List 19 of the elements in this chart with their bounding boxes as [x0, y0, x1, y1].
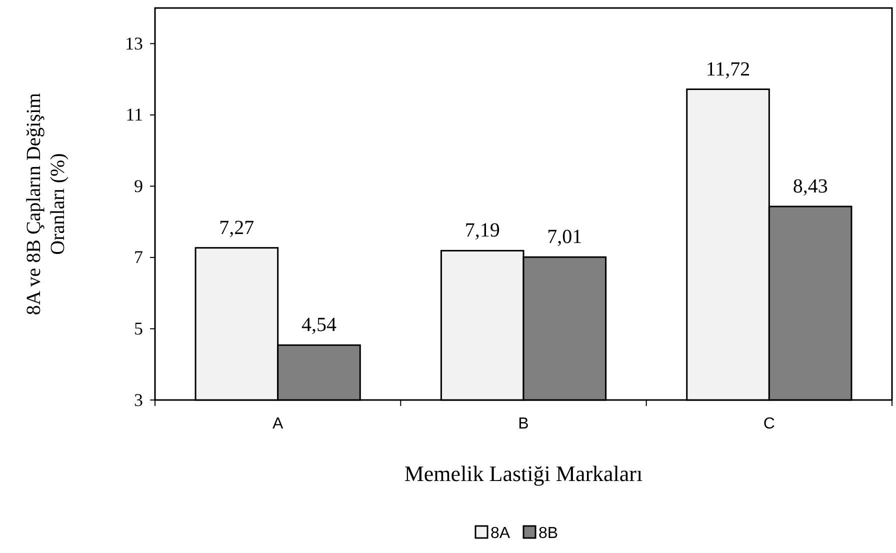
y-axis-title: 8A ve 8B Çapların Değişim Oranları (%) — [23, 92, 69, 316]
y-tick-label: 7 — [134, 247, 143, 268]
y-tick-label: 11 — [126, 104, 143, 125]
legend-label: 8A — [490, 525, 510, 542]
y-tick-label: 9 — [134, 176, 143, 196]
y-tick-label: 13 — [125, 33, 143, 54]
x-tick-label: C — [763, 416, 775, 433]
data-label: 4,54 — [301, 314, 336, 336]
data-label: 8,43 — [792, 175, 828, 198]
x-axis-title: Memelik Lastiği Markaları — [404, 461, 643, 486]
y-tick-label: 5 — [134, 318, 143, 338]
data-label: 7,01 — [547, 226, 582, 248]
x-tick-label: B — [518, 416, 529, 433]
y-tick-label: 3 — [134, 390, 143, 410]
data-label: 11,72 — [706, 58, 750, 80]
data-label: 7,27 — [219, 216, 254, 239]
x-tick-label: A — [272, 416, 284, 433]
data-label: 7,19 — [464, 220, 500, 242]
legend-label: 8B — [538, 525, 558, 542]
